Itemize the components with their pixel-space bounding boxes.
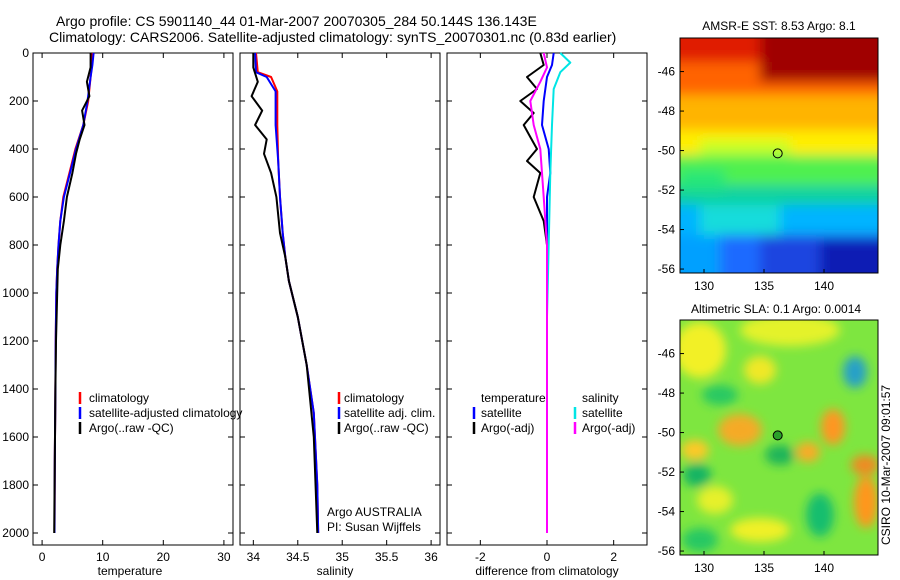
y-tick-label: -52	[658, 465, 676, 479]
y-tick-label: 1400	[2, 382, 29, 396]
sst-argo-location-marker	[772, 148, 783, 159]
legend-label-temp-satellite: satellite	[481, 406, 522, 420]
sst-map-ticks: 130 135 140 -46 -48 -50 -52 -54 -56	[658, 65, 835, 293]
salinity-profile-panel: 34 34.5 35 35.5 36	[239, 52, 441, 564]
legend-header-salinity: salinity	[582, 391, 619, 405]
x-tick-label: 0	[39, 550, 46, 564]
legend-label-climatology: climatology	[89, 391, 149, 405]
legend-label-sal-argo: Argo(-adj)	[582, 421, 635, 435]
sla-map-ticks: 130 135 140 -46 -48 -50 -52 -54 -56	[658, 347, 835, 575]
legend-label-satellite-adjusted: satellite-adjusted climatology	[89, 406, 242, 420]
temperature-xlabel: temperature	[98, 564, 163, 578]
x-tick-label: 140	[814, 279, 834, 293]
x-tick-label: 30	[217, 550, 231, 564]
sla-map-title: Altimetric SLA: 0.1 Argo: 0.0014	[691, 302, 861, 316]
sla-argo-location-marker	[772, 430, 783, 441]
difference-profile-panel: -2 0 2	[446, 52, 648, 564]
y-tick-label: 1200	[2, 334, 29, 348]
salinity-xlabel: salinity	[317, 564, 354, 578]
x-tick-label: 34	[247, 550, 261, 564]
y-tick-label: 800	[9, 238, 29, 252]
legend-header-temperature: temperature	[481, 391, 546, 405]
x-tick-label: 20	[157, 550, 171, 564]
y-tick-label: -50	[658, 144, 676, 158]
y-tick-label: 400	[9, 142, 29, 156]
salinity-legend: climatology satellite adj. clim. Argo(..…	[337, 391, 435, 435]
y-tick-label: -50	[658, 426, 676, 440]
pi-annotation: PI: Susan Wijffels	[327, 520, 421, 534]
y-tick-label: -54	[658, 223, 676, 237]
x-tick-label: 130	[694, 279, 714, 293]
x-tick-label: 130	[694, 561, 714, 575]
y-tick-label: -48	[658, 104, 676, 118]
y-tick-label: 1800	[2, 478, 29, 492]
x-tick-label: 35	[336, 550, 350, 564]
y-tick-label: 2000	[2, 526, 29, 540]
series-line-argo-raw-qc	[250, 53, 319, 534]
temperature-profile-panel: 0 10 20 30 0 200 400 600 800 1000 1200 1400 1600 1800…	[2, 46, 234, 564]
x-tick-label: 10	[96, 550, 110, 564]
x-tick-label: 0	[544, 550, 551, 564]
series-line-climatology	[53, 52, 94, 534]
x-tick-label: 35.5	[375, 550, 399, 564]
sst-map: 130 135 140 -46 -48 -50 -52 -54 -56	[658, 37, 879, 293]
argo-program-annotation: Argo AUSTRALIA	[327, 505, 422, 519]
x-tick-label: -2	[475, 550, 486, 564]
y-tick-label: -56	[658, 544, 676, 558]
sla-map-frame	[679, 319, 879, 556]
y-tick-label: -46	[658, 65, 676, 79]
series-line-climatology	[255, 52, 320, 534]
series-line-salinity-satellite	[546, 52, 572, 533]
figure-title-line2: Climatology: CARS2006. Satellite-adjuste…	[49, 29, 616, 45]
legend-label-satellite-adj: satellite adj. clim.	[344, 406, 435, 420]
x-tick-label: 140	[814, 561, 834, 575]
x-tick-label: 2	[610, 550, 617, 564]
x-tick-label: 135	[754, 279, 774, 293]
legend-label-argo: Argo(..raw -QC)	[344, 421, 429, 435]
y-tick-label: 1600	[2, 430, 29, 444]
x-tick-label: 34.5	[286, 550, 310, 564]
difference-legend: temperature salinity satellite Argo(-adj…	[472, 391, 635, 435]
y-tick-label: -46	[658, 347, 676, 361]
axes-frame	[32, 52, 234, 546]
series-line-satellite-adjusted-climatology	[53, 52, 95, 534]
sst-map-title: AMSR-E SST: 8.53 Argo: 8.1	[702, 19, 856, 33]
y-tick-label: -48	[658, 386, 676, 400]
sla-field	[680, 320, 878, 552]
y-tick-label: 0	[22, 46, 29, 60]
axes-frame	[239, 52, 441, 546]
y-tick-label: -54	[658, 505, 676, 519]
series-line-argo-raw-qc	[53, 53, 92, 534]
x-tick-label: 135	[754, 561, 774, 575]
y-tick-label: 600	[9, 190, 29, 204]
sst-map-frame	[679, 37, 879, 274]
legend-label-climatology: climatology	[344, 391, 404, 405]
series-line-salinity-argo-adj	[529, 52, 548, 533]
legend-label-temp-argo: Argo(-adj)	[481, 421, 534, 435]
y-tick-label: 1000	[2, 286, 29, 300]
y-tick-label: 200	[9, 94, 29, 108]
y-tick-label: -52	[658, 183, 676, 197]
legend-label-argo: Argo(..raw -QC)	[89, 421, 174, 435]
figure-title-line1: Argo profile: CS 5901140_44 01-Mar-2007 …	[56, 13, 537, 29]
legend-label-sal-satellite: satellite	[582, 406, 623, 420]
temperature-legend: climatology satellite-adjusted climatolo…	[78, 391, 242, 435]
sla-map: 130 135 140 -46 -48 -50 -52 -54 -56	[658, 319, 879, 575]
difference-xlabel: difference from climatology	[475, 564, 618, 578]
sst-field	[680, 38, 878, 273]
y-tick-label: -56	[658, 262, 676, 276]
series-line-satellite-adj-clim	[254, 52, 320, 534]
x-tick-label: 36	[424, 550, 438, 564]
credit-text: CSIRO 10-Mar-2007 09:01:57	[879, 385, 893, 545]
